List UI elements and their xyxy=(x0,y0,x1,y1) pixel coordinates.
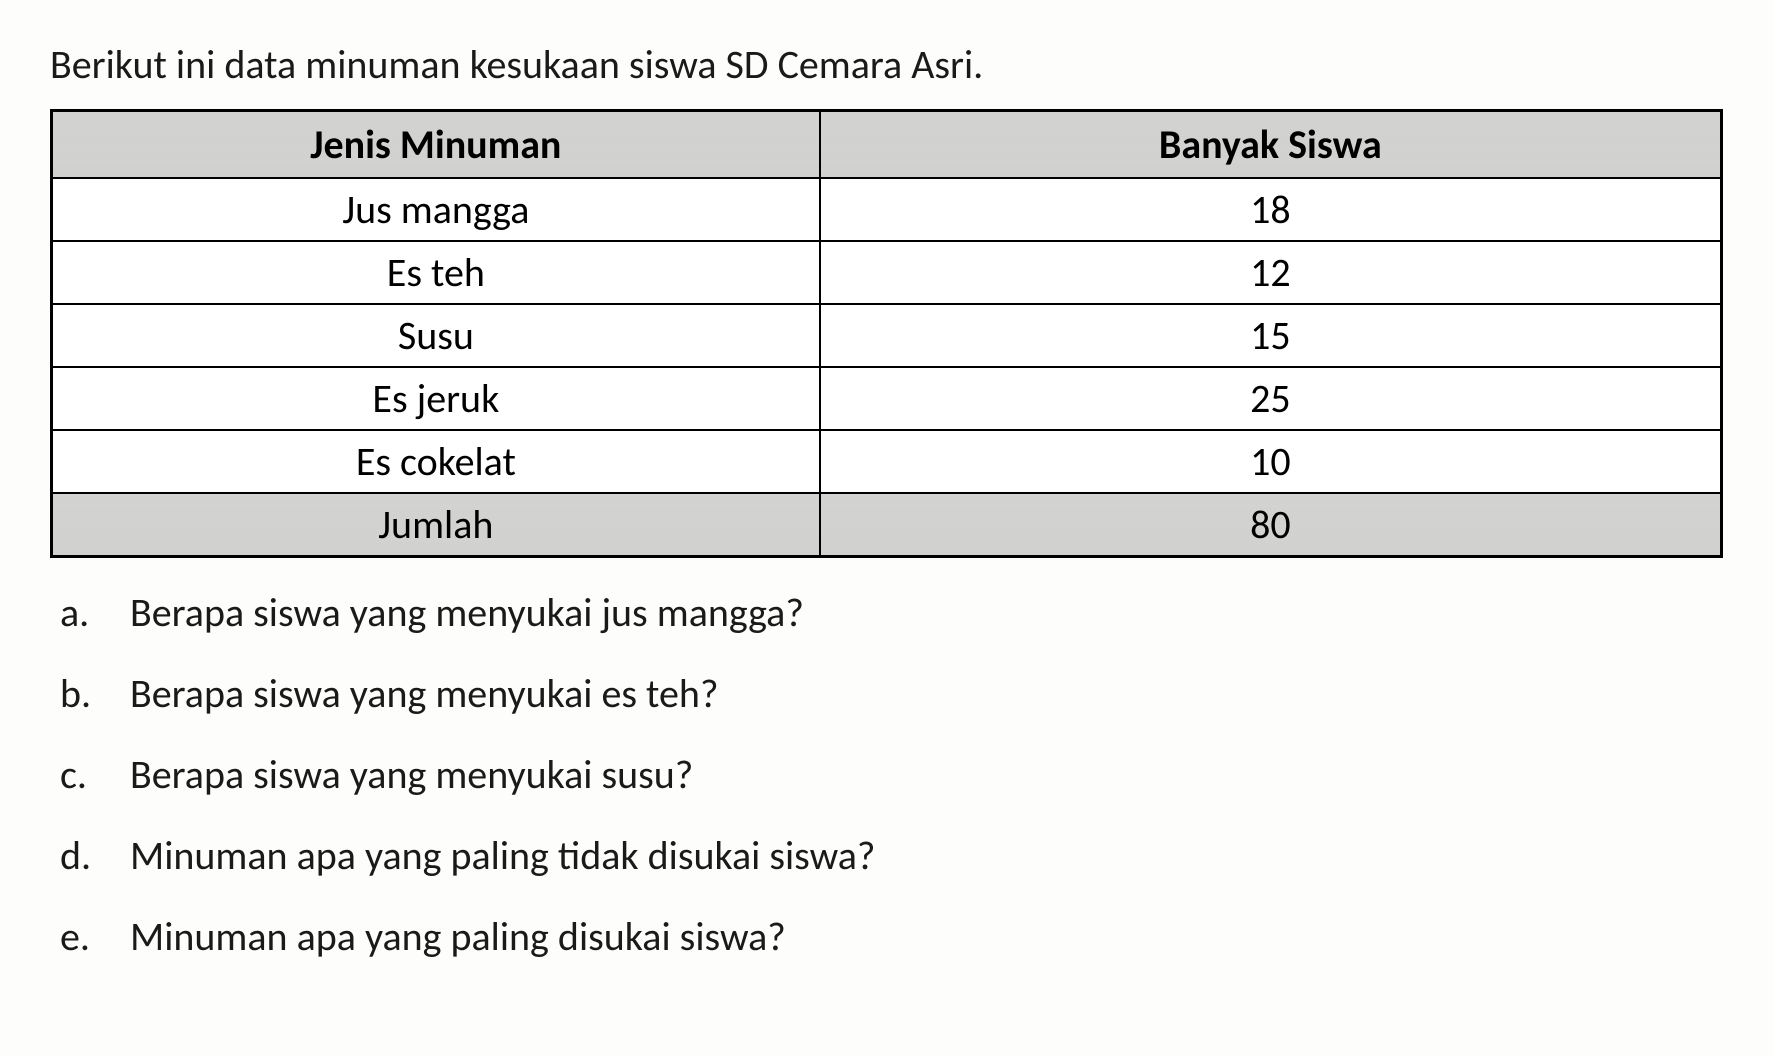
question-text: Berapa siswa yang menyukai susu? xyxy=(130,750,1723,799)
table-row: Es jeruk 25 xyxy=(52,367,1722,430)
table-row: Es cokelat 10 xyxy=(52,430,1722,493)
question-text: Minuman apa yang paling disukai siswa? xyxy=(130,912,1723,961)
question-marker: b. xyxy=(60,669,130,718)
table-row: Susu 15 xyxy=(52,304,1722,367)
question-item: e. Minuman apa yang paling disukai siswa… xyxy=(50,912,1723,961)
cell-jenis: Es jeruk xyxy=(52,367,820,430)
question-marker: a. xyxy=(60,588,130,637)
questions-list: a. Berapa siswa yang menyukai jus mangga… xyxy=(50,588,1723,961)
cell-banyak: 10 xyxy=(820,430,1722,493)
cell-jenis: Es teh xyxy=(52,241,820,304)
cell-jenis: Jus mangga xyxy=(52,178,820,241)
table-row: Es teh 12 xyxy=(52,241,1722,304)
question-text: Berapa siswa yang menyukai jus mangga? xyxy=(130,588,1723,637)
question-item: b. Berapa siswa yang menyukai es teh? xyxy=(50,669,1723,718)
cell-banyak: 12 xyxy=(820,241,1722,304)
cell-banyak: 25 xyxy=(820,367,1722,430)
question-marker: c. xyxy=(60,750,130,799)
question-item: a. Berapa siswa yang menyukai jus mangga… xyxy=(50,588,1723,637)
cell-total-label: Jumlah xyxy=(52,493,820,557)
table-total-row: Jumlah 80 xyxy=(52,493,1722,557)
cell-total-value: 80 xyxy=(820,493,1722,557)
data-table: Jenis Minuman Banyak Siswa Jus mangga 18… xyxy=(50,109,1723,558)
question-marker: e. xyxy=(60,912,130,961)
cell-banyak: 15 xyxy=(820,304,1722,367)
question-marker: d. xyxy=(60,831,130,880)
cell-jenis: Es cokelat xyxy=(52,430,820,493)
question-text: Berapa siswa yang menyukai es teh? xyxy=(130,669,1723,718)
question-text: Minuman apa yang paling tidak disukai si… xyxy=(130,831,1723,880)
header-jenis-minuman: Jenis Minuman xyxy=(52,111,820,179)
question-item: d. Minuman apa yang paling tidak disukai… xyxy=(50,831,1723,880)
intro-text: Berikut ini data minuman kesukaan siswa … xyxy=(50,40,1723,89)
question-item: c. Berapa siswa yang menyukai susu? xyxy=(50,750,1723,799)
cell-jenis: Susu xyxy=(52,304,820,367)
table-row: Jus mangga 18 xyxy=(52,178,1722,241)
table-header-row: Jenis Minuman Banyak Siswa xyxy=(52,111,1722,179)
header-banyak-siswa: Banyak Siswa xyxy=(820,111,1722,179)
cell-banyak: 18 xyxy=(820,178,1722,241)
